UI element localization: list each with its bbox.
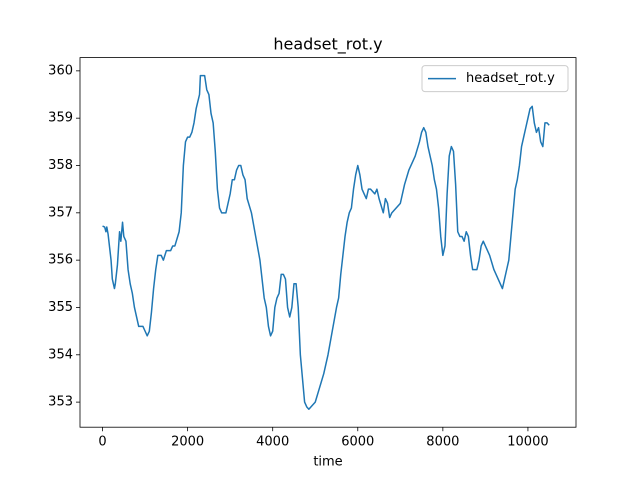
- x-axis-label: time: [313, 455, 342, 470]
- y-tick-label: 358: [48, 158, 73, 173]
- y-tick-label: 359: [48, 111, 73, 126]
- x-tick-label: 6000: [341, 435, 374, 450]
- y-tick-label: 360: [48, 63, 73, 78]
- y-tick-label: 356: [48, 253, 73, 268]
- chart-title: headset_rot.y: [273, 35, 382, 55]
- x-tick-label: 10000: [507, 435, 548, 450]
- y-tick-label: 357: [48, 205, 73, 220]
- data-line: [102, 74, 550, 410]
- x-tick-label: 2000: [171, 435, 204, 450]
- x-tick-label: 4000: [256, 435, 289, 450]
- y-tick-label: 353: [48, 395, 73, 410]
- axes-frame: [79, 57, 577, 428]
- y-tick-label: 355: [48, 300, 73, 315]
- x-tick-label: 0: [98, 435, 106, 450]
- legend-label: headset_rot.y: [466, 71, 555, 86]
- legend-box: [421, 65, 569, 93]
- y-tick-label: 354: [48, 347, 73, 362]
- x-tick-label: 8000: [426, 435, 459, 450]
